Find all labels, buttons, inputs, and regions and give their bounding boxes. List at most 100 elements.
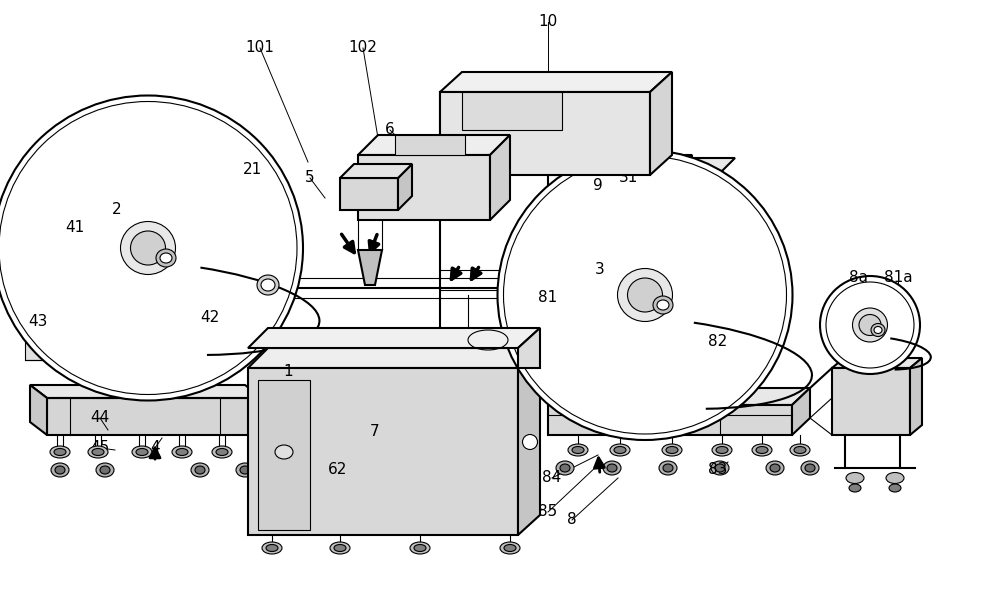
Text: 82: 82	[708, 334, 728, 350]
Ellipse shape	[156, 249, 176, 267]
Polygon shape	[248, 368, 518, 535]
Ellipse shape	[498, 150, 792, 440]
Ellipse shape	[172, 446, 192, 458]
Ellipse shape	[770, 464, 780, 472]
Polygon shape	[832, 358, 922, 368]
Polygon shape	[340, 178, 398, 210]
Polygon shape	[462, 92, 562, 130]
Ellipse shape	[54, 448, 66, 456]
Text: 101: 101	[246, 40, 274, 56]
Polygon shape	[490, 135, 510, 220]
Ellipse shape	[805, 464, 815, 472]
Ellipse shape	[236, 463, 254, 477]
Text: 10: 10	[538, 15, 558, 29]
Text: 7: 7	[370, 425, 380, 439]
Ellipse shape	[662, 444, 682, 456]
Ellipse shape	[132, 446, 152, 458]
Ellipse shape	[874, 326, 882, 334]
Text: 84: 84	[542, 470, 562, 486]
Ellipse shape	[556, 461, 574, 475]
Polygon shape	[30, 385, 47, 435]
Text: 62: 62	[328, 462, 348, 478]
Polygon shape	[358, 155, 490, 220]
Polygon shape	[548, 388, 810, 405]
Polygon shape	[440, 72, 672, 92]
Ellipse shape	[716, 447, 728, 453]
Text: 45: 45	[90, 440, 110, 456]
Ellipse shape	[176, 448, 188, 456]
Polygon shape	[248, 328, 540, 348]
Ellipse shape	[414, 545, 426, 551]
Text: 31: 31	[618, 171, 638, 185]
Polygon shape	[548, 405, 792, 435]
Polygon shape	[792, 388, 810, 435]
Polygon shape	[910, 358, 922, 435]
Ellipse shape	[500, 542, 520, 554]
Polygon shape	[518, 328, 540, 368]
Polygon shape	[358, 135, 510, 155]
Ellipse shape	[794, 447, 806, 453]
Ellipse shape	[560, 464, 570, 472]
Ellipse shape	[756, 447, 768, 453]
Ellipse shape	[410, 542, 430, 554]
Ellipse shape	[504, 545, 516, 551]
Ellipse shape	[55, 466, 65, 474]
Polygon shape	[25, 218, 75, 360]
Ellipse shape	[240, 466, 250, 474]
Ellipse shape	[195, 466, 205, 474]
Polygon shape	[340, 164, 412, 178]
Text: 2: 2	[112, 203, 122, 218]
Text: 5: 5	[305, 171, 315, 185]
Ellipse shape	[262, 542, 282, 554]
Ellipse shape	[889, 484, 901, 492]
Ellipse shape	[191, 463, 209, 477]
Ellipse shape	[871, 323, 885, 337]
Polygon shape	[358, 250, 382, 285]
Ellipse shape	[130, 231, 166, 265]
Ellipse shape	[790, 444, 810, 456]
Text: 42: 42	[200, 310, 220, 326]
Ellipse shape	[859, 315, 881, 336]
Ellipse shape	[849, 484, 861, 492]
Ellipse shape	[766, 461, 784, 475]
Text: 81a: 81a	[884, 270, 912, 285]
Polygon shape	[258, 380, 310, 530]
Polygon shape	[398, 164, 412, 210]
Text: 41: 41	[65, 220, 85, 235]
Text: 102: 102	[349, 40, 377, 56]
Ellipse shape	[886, 473, 904, 484]
Ellipse shape	[711, 461, 729, 475]
Text: 9: 9	[593, 178, 603, 193]
Polygon shape	[650, 72, 672, 175]
Text: 6: 6	[385, 123, 395, 137]
Ellipse shape	[653, 296, 673, 314]
Polygon shape	[580, 155, 692, 175]
Polygon shape	[518, 348, 540, 535]
Ellipse shape	[568, 444, 588, 456]
Ellipse shape	[0, 96, 303, 401]
Polygon shape	[47, 398, 262, 435]
Polygon shape	[30, 385, 262, 398]
Ellipse shape	[752, 444, 772, 456]
Ellipse shape	[666, 447, 678, 453]
Ellipse shape	[216, 448, 228, 456]
Ellipse shape	[603, 461, 621, 475]
Ellipse shape	[572, 447, 584, 453]
Ellipse shape	[801, 461, 819, 475]
Ellipse shape	[261, 279, 275, 291]
Text: 4: 4	[150, 440, 160, 456]
Ellipse shape	[266, 545, 278, 551]
Polygon shape	[395, 135, 465, 155]
Text: 8: 8	[567, 512, 577, 528]
Ellipse shape	[92, 448, 104, 456]
Ellipse shape	[51, 463, 69, 477]
Ellipse shape	[522, 434, 538, 450]
Ellipse shape	[607, 464, 617, 472]
Text: 81: 81	[538, 290, 558, 306]
Ellipse shape	[330, 542, 350, 554]
Text: 43: 43	[28, 315, 48, 329]
Ellipse shape	[50, 446, 70, 458]
Ellipse shape	[663, 464, 673, 472]
Ellipse shape	[96, 463, 114, 477]
Text: 8a: 8a	[848, 270, 868, 285]
